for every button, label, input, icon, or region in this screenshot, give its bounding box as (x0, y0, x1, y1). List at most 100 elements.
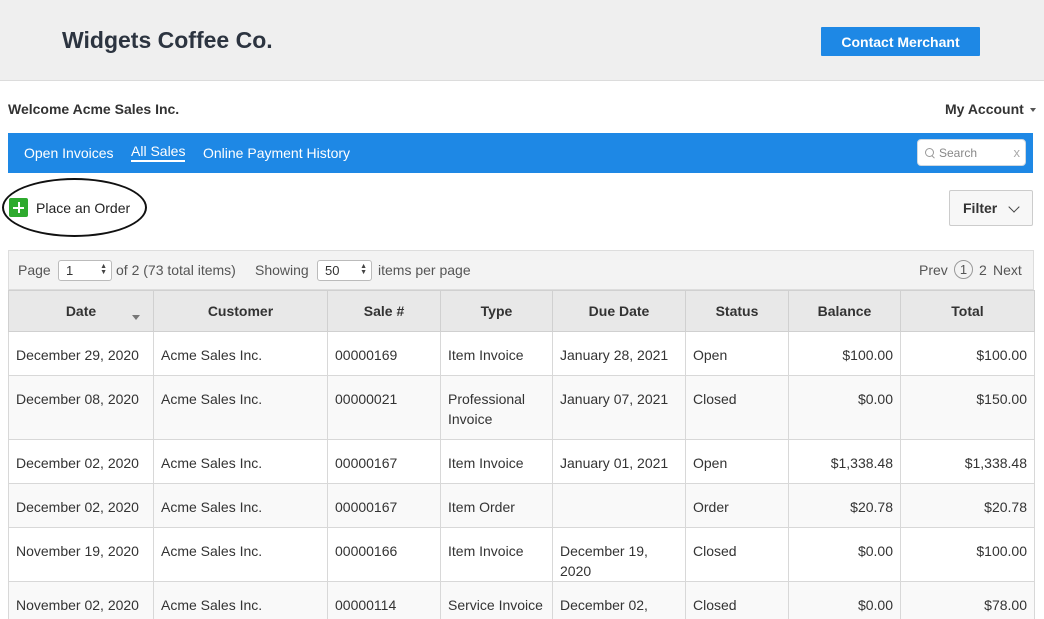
clear-search-button[interactable]: x (1013, 145, 1021, 160)
cell-type: Item Invoice (440, 527, 553, 582)
cell-sale-number: 00000166 (327, 527, 441, 582)
cell-type: Item Order (440, 483, 553, 528)
stepper-arrows-icon: ▲ ▼ (100, 263, 107, 276)
sort-descending-icon (132, 315, 140, 320)
cell-customer: Acme Sales Inc. (153, 581, 328, 619)
cell-sale-number: 00000114 (327, 581, 441, 619)
per-page-suffix: items per page (378, 262, 471, 278)
sales-table: Date Customer Sale # Type Due Date Statu… (8, 290, 1035, 619)
table-row[interactable]: November 02, 2020 Acme Sales Inc. 00000114… (8, 581, 1035, 619)
place-order-button[interactable]: Place an Order (9, 198, 130, 217)
cell-balance: $100.00 (788, 331, 901, 376)
cell-due-date: December 19, 2020 (552, 527, 686, 582)
column-header-date[interactable]: Date (8, 290, 154, 332)
showing-label: Showing (255, 262, 309, 278)
cell-due-date: January 07, 2021 (552, 375, 686, 440)
cell-total: $150.00 (900, 375, 1035, 440)
cell-sale-number: 00000021 (327, 375, 441, 440)
cell-balance: $1,338.48 (788, 439, 901, 484)
page-2-link[interactable]: 2 (979, 262, 987, 278)
table-row[interactable]: November 19, 2020 Acme Sales Inc. 00000166… (8, 527, 1035, 582)
cell-balance: $20.78 (788, 483, 901, 528)
cell-date: December 29, 2020 (8, 331, 154, 376)
stepper-arrows-icon: ▲ ▼ (360, 263, 367, 276)
search-box: x (917, 139, 1026, 166)
chevron-down-icon (1008, 201, 1020, 213)
cell-sale-number: 00000167 (327, 439, 441, 484)
highlight-ellipse (2, 178, 147, 237)
cell-type: Item Invoice (440, 331, 553, 376)
cell-balance: $0.00 (788, 527, 901, 582)
contact-merchant-button[interactable]: Contact Merchant (821, 27, 980, 56)
cell-status: Open (685, 439, 789, 484)
app-header: Widgets Coffee Co. Contact Merchant (0, 0, 1044, 81)
cell-date: December 02, 2020 (8, 483, 154, 528)
table-row[interactable]: December 08, 2020 Acme Sales Inc. 00000021… (8, 375, 1035, 440)
cell-sale-number: 00000169 (327, 331, 441, 376)
page-select[interactable]: 1 ▲ ▼ (58, 260, 112, 281)
company-name: Widgets Coffee Co. (62, 27, 273, 53)
place-order-label: Place an Order (36, 199, 131, 216)
cell-total: $100.00 (900, 527, 1035, 582)
filter-label: Filter (963, 200, 998, 216)
cell-balance: $0.00 (788, 581, 901, 619)
search-input[interactable] (939, 145, 1005, 160)
tab-online-payment-history[interactable]: Online Payment History (203, 145, 351, 161)
page-count-text: of 2 (73 total items) (116, 262, 236, 278)
cell-customer: Acme Sales Inc. (153, 439, 328, 484)
column-header-type[interactable]: Type (440, 290, 553, 332)
cell-total: $20.78 (900, 483, 1035, 528)
cell-status: Closed (685, 527, 789, 582)
table-header-row: Date Customer Sale # Type Due Date Statu… (8, 290, 1035, 332)
column-header-due-date[interactable]: Due Date (552, 290, 686, 332)
tab-all-sales[interactable]: All Sales (131, 143, 186, 162)
page-label: Page (18, 262, 51, 278)
plus-icon (9, 198, 28, 217)
cell-status: Order (685, 483, 789, 528)
cell-total: $100.00 (900, 331, 1035, 376)
caret-down-icon (1029, 108, 1036, 112)
column-header-balance[interactable]: Balance (788, 290, 901, 332)
cell-total: $78.00 (900, 581, 1035, 619)
cell-status: Closed (685, 581, 789, 619)
filter-button[interactable]: Filter (949, 190, 1033, 226)
tab-open-invoices[interactable]: Open Invoices (24, 145, 114, 161)
per-page-select[interactable]: 50 ▲ ▼ (317, 260, 372, 281)
per-page-value: 50 (325, 263, 340, 278)
column-header-status[interactable]: Status (685, 290, 789, 332)
cell-due-date: January 01, 2021 (552, 439, 686, 484)
current-page-indicator: 1 (954, 260, 973, 279)
nav-bar: Open Invoices All Sales Online Payment H… (8, 133, 1033, 173)
pagination-bar: Page 1 ▲ ▼ of 2 (73 total items) Showing … (8, 250, 1034, 290)
cell-status: Open (685, 331, 789, 376)
cell-type: Item Invoice (440, 439, 553, 484)
cell-due-date (552, 483, 686, 528)
cell-due-date: January 28, 2021 (552, 331, 686, 376)
cell-customer: Acme Sales Inc. (153, 527, 328, 582)
table-row[interactable]: December 02, 2020 Acme Sales Inc. 00000167… (8, 439, 1035, 484)
cell-date: December 08, 2020 (8, 375, 154, 440)
cell-customer: Acme Sales Inc. (153, 483, 328, 528)
cell-type: Service Invoice (440, 581, 553, 619)
cell-status: Closed (685, 375, 789, 440)
cell-date: November 02, 2020 (8, 581, 154, 619)
column-header-total[interactable]: Total (900, 290, 1035, 332)
my-account-menu[interactable]: My Account (945, 101, 1036, 117)
cell-balance: $0.00 (788, 375, 901, 440)
cell-customer: Acme Sales Inc. (153, 375, 328, 440)
table-row[interactable]: December 29, 2020 Acme Sales Inc. 00000169… (8, 331, 1035, 376)
cell-sale-number: 00000167 (327, 483, 441, 528)
cell-type: Professional Invoice (440, 375, 553, 440)
cell-total: $1,338.48 (900, 439, 1035, 484)
column-header-sale-number[interactable]: Sale # (327, 290, 441, 332)
my-account-label: My Account (945, 101, 1024, 117)
cell-due-date: December 02, 2020 (552, 581, 686, 619)
page-select-value: 1 (66, 263, 74, 278)
welcome-message: Welcome Acme Sales Inc. (8, 101, 180, 117)
column-header-customer[interactable]: Customer (153, 290, 328, 332)
search-icon (925, 147, 935, 158)
table-row[interactable]: December 02, 2020 Acme Sales Inc. 00000167… (8, 483, 1035, 528)
cell-customer: Acme Sales Inc. (153, 331, 328, 376)
prev-page-link[interactable]: Prev (919, 262, 948, 278)
next-page-link[interactable]: Next (993, 262, 1022, 278)
